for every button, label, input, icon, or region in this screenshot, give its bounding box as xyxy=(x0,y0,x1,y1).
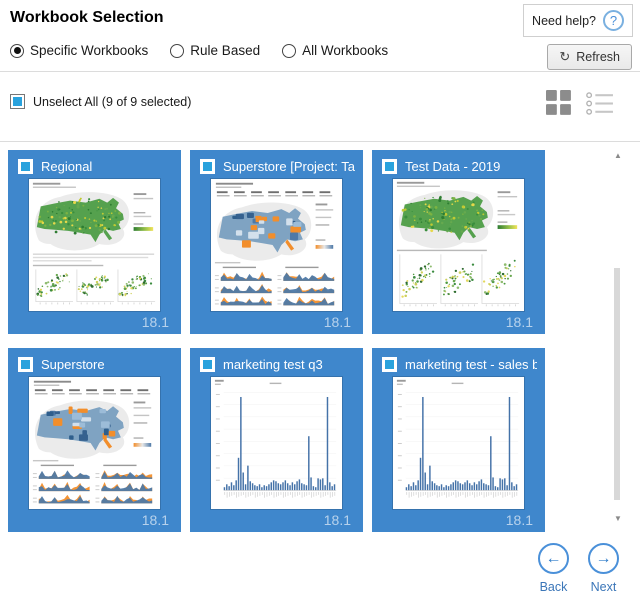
workbook-mode-radio-group: Specific Workbooks Rule Based All Workbook… xyxy=(10,43,388,58)
radio-label: Specific Workbooks xyxy=(30,43,149,58)
workbook-title: marketing test - sales b... xyxy=(405,357,537,372)
grid-view-button[interactable] xyxy=(546,90,572,116)
refresh-button[interactable]: ↻ Refresh xyxy=(547,44,632,70)
workbook-checkbox[interactable] xyxy=(18,159,33,174)
help-icon: ? xyxy=(603,10,624,31)
workbook-card[interactable]: Test Data - 2019 18.1 xyxy=(372,150,545,334)
workbook-checkbox[interactable] xyxy=(200,159,215,174)
workbook-version: 18.1 xyxy=(141,512,169,528)
workbook-card[interactable]: marketing test q3 18.1 xyxy=(190,348,363,532)
workbook-checkbox[interactable] xyxy=(382,357,397,372)
workbook-card[interactable]: Superstore 18.1 xyxy=(8,348,181,532)
radio-icon xyxy=(170,43,185,58)
workbook-version: 18.1 xyxy=(505,314,533,330)
workbook-card[interactable]: Superstore [Project: Tabl... 18.1 xyxy=(190,150,363,334)
need-help-label: Need help? xyxy=(532,13,596,28)
need-help-button[interactable]: Need help? ? xyxy=(523,4,633,37)
workbook-title: Superstore xyxy=(41,357,105,372)
refresh-label: Refresh xyxy=(576,50,620,64)
workbook-thumbnail xyxy=(29,179,160,311)
page-title: Workbook Selection xyxy=(10,9,164,26)
workbook-thumbnail xyxy=(211,377,342,509)
unselect-all-label: Unselect All (9 of 9 selected) xyxy=(33,94,192,109)
workbook-thumbnail xyxy=(393,377,524,509)
back-label: Back xyxy=(539,580,568,594)
back-arrow-icon: ← xyxy=(545,549,562,567)
workbook-card[interactable]: Regional 18.1 xyxy=(8,150,181,334)
refresh-icon: ↻ xyxy=(559,49,571,64)
radio-all-workbooks[interactable]: All Workbooks xyxy=(282,43,388,58)
next-arrow-icon: → xyxy=(595,549,612,567)
workbook-version: 18.1 xyxy=(141,314,169,330)
back-button[interactable]: ← xyxy=(538,543,569,574)
list-view-button[interactable] xyxy=(586,91,614,116)
workbook-thumbnail xyxy=(29,377,160,509)
list-view-icon xyxy=(586,91,613,115)
next-button[interactable]: → xyxy=(588,543,619,574)
workbook-version: 18.1 xyxy=(505,512,533,528)
checkbox-icon xyxy=(10,94,25,109)
grid-view-icon xyxy=(546,90,571,115)
next-label: Next xyxy=(590,580,617,594)
scrollbar-up-arrow[interactable]: ▲ xyxy=(614,151,622,160)
workbook-title: Regional xyxy=(41,159,93,174)
radio-label: Rule Based xyxy=(190,43,261,58)
workbook-checkbox[interactable] xyxy=(200,357,215,372)
radio-rule-based[interactable]: Rule Based xyxy=(170,43,260,58)
scrollbar-thumb[interactable] xyxy=(614,268,620,500)
radio-icon xyxy=(10,43,24,58)
workbook-title: marketing test q3 xyxy=(223,357,323,372)
radio-icon xyxy=(282,43,297,58)
workbook-version: 18.1 xyxy=(323,512,351,528)
workbook-version: 18.1 xyxy=(323,314,351,330)
workbook-card[interactable]: marketing test - sales b... 18.1 xyxy=(372,348,545,532)
radio-label: All Workbooks xyxy=(302,43,389,58)
workbook-title: Superstore [Project: Tabl... xyxy=(223,159,355,174)
scrollbar-down-arrow[interactable]: ▼ xyxy=(614,514,622,523)
view-toggle-group xyxy=(546,90,614,116)
workbook-title: Test Data - 2019 xyxy=(405,159,501,174)
workbook-checkbox[interactable] xyxy=(18,357,33,372)
radio-specific-workbooks[interactable]: Specific Workbooks xyxy=(10,43,148,58)
divider xyxy=(0,141,640,142)
unselect-all-checkbox[interactable]: Unselect All (9 of 9 selected) xyxy=(10,94,191,109)
workbook-checkbox[interactable] xyxy=(382,159,397,174)
workbook-thumbnail xyxy=(211,179,342,311)
divider xyxy=(0,71,640,72)
workbook-thumbnail xyxy=(393,179,524,311)
workbook-grid: Regional 18.1 Superstore [Project: Tabl.… xyxy=(8,150,548,532)
